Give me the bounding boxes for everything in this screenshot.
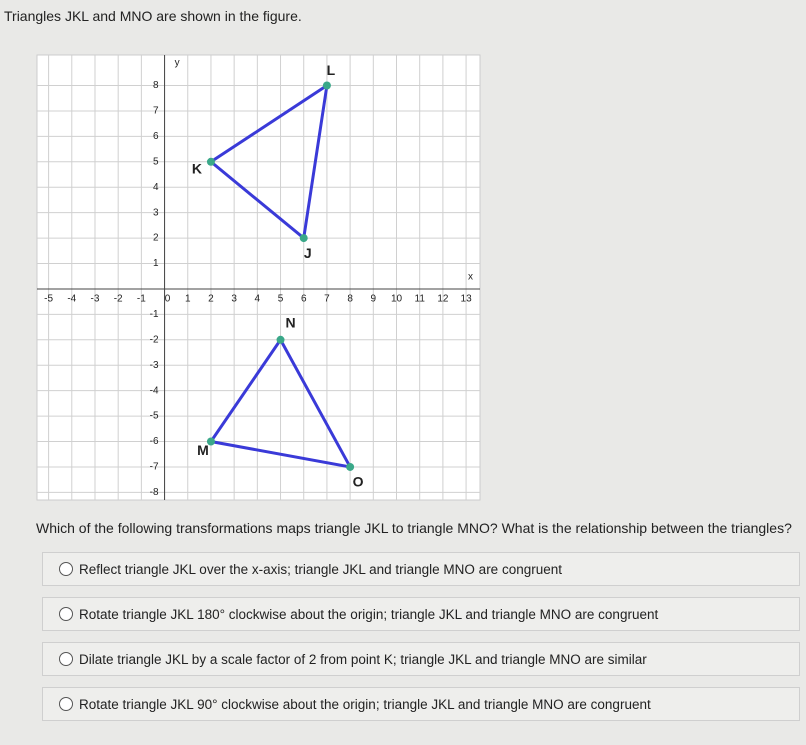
y-tick-label: -7: [150, 462, 159, 473]
y-tick-label: 8: [153, 80, 159, 91]
vertex: [206, 437, 215, 446]
x-tick-label: 8: [347, 294, 353, 305]
prompt: Triangles JKL and MNO are shown in the f…: [4, 8, 302, 24]
y-tick-label: -4: [150, 385, 159, 396]
y-tick-label: 5: [153, 156, 159, 167]
plot-area: [36, 54, 481, 501]
radio[interactable]: [59, 562, 73, 576]
x-tick-label: 12: [437, 294, 449, 305]
vertex: [346, 462, 355, 471]
radio[interactable]: [59, 652, 73, 666]
y-tick-label: 3: [153, 207, 159, 218]
triangle: [208, 336, 353, 469]
option[interactable]: Reflect triangle JKL over the x-axis; tr…: [42, 552, 800, 586]
vertex-label: L: [327, 62, 336, 78]
x-tick-label: 9: [371, 294, 377, 305]
x-tick-label: 11: [415, 294, 426, 305]
x-tick-label: 0: [165, 294, 171, 305]
x-tick-label: -3: [91, 294, 100, 305]
radio[interactable]: [59, 697, 73, 711]
vertex-label: N: [285, 315, 295, 331]
x-tick-label: 5: [278, 294, 284, 305]
option-text: Dilate triangle JKL by a scale factor of…: [79, 651, 647, 667]
option-text: Rotate triangle JKL 180° clockwise about…: [79, 606, 659, 622]
vertex: [299, 234, 308, 243]
y-tick-label: -1: [150, 309, 159, 320]
graph: -5 -4 -3 -2 -1 0 1 2 3 4 5 6 7 8 9 10 11 12 13-8-7-6-5-4-3…: [36, 54, 481, 501]
vertex-label: K: [192, 161, 202, 177]
x-tick-label: -5: [44, 294, 53, 305]
vertex: [206, 157, 215, 166]
x-tick-label: 1: [185, 294, 191, 305]
option-text: Rotate triangle JKL 90° clockwise about …: [79, 696, 651, 712]
y-tick-label: 2: [153, 233, 159, 244]
y-tick-label: 6: [153, 131, 159, 142]
x-tick-label: 10: [391, 294, 403, 305]
x-axis-label: x: [468, 272, 473, 283]
option[interactable]: Rotate triangle JKL 180° clockwise about…: [42, 597, 800, 631]
x-tick-label: 6: [301, 294, 307, 305]
option[interactable]: Rotate triangle JKL 90° clockwise about …: [42, 687, 800, 721]
x-tick-label: -2: [114, 294, 123, 305]
x-tick-label: 2: [208, 294, 214, 305]
x-tick-label: 3: [231, 294, 237, 305]
vertex-label: J: [304, 245, 312, 261]
vertex: [322, 81, 331, 90]
option[interactable]: Dilate triangle JKL by a scale factor of…: [42, 642, 800, 676]
triangle: [208, 82, 329, 241]
option-text: Reflect triangle JKL over the x-axis; tr…: [79, 561, 562, 577]
radio[interactable]: [59, 607, 73, 621]
y-tick-label: -6: [150, 436, 159, 447]
y-tick-label: -3: [150, 360, 159, 371]
y-tick-label: -8: [150, 487, 159, 498]
x-tick-label: 13: [461, 294, 473, 305]
x-tick-label: 4: [255, 294, 261, 305]
vertex: [276, 335, 285, 344]
vertex-label: M: [197, 442, 209, 458]
x-tick-label: 7: [324, 294, 330, 305]
y-tick-label: 4: [153, 182, 159, 193]
y-tick-label: 7: [153, 106, 159, 117]
x-tick-label: -1: [137, 294, 146, 305]
question: Which of the following transformations m…: [36, 520, 792, 536]
y-axis-label: y: [175, 58, 180, 69]
y-tick-label: -5: [150, 411, 159, 422]
y-tick-label: 1: [153, 258, 159, 269]
vertex-label: O: [353, 474, 364, 490]
x-tick-label: -4: [67, 294, 76, 305]
y-tick-label: -2: [150, 334, 159, 345]
